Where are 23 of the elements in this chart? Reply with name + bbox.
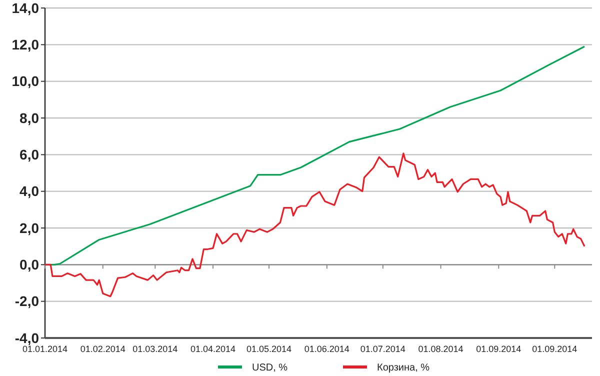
y-tick-label: 8,0 bbox=[20, 110, 40, 126]
y-tick-label: 4,0 bbox=[20, 183, 40, 200]
y-tick-label: -4,0 bbox=[14, 330, 40, 346]
legend-label: USD, % bbox=[252, 362, 288, 374]
x-tick-label: 01.02.2014 bbox=[80, 344, 126, 354]
y-tick-label: -2,0 bbox=[14, 293, 40, 310]
x-tick-label: 01.09.2014 bbox=[476, 344, 522, 354]
x-tick-label: 01.09.2014 bbox=[532, 344, 578, 354]
x-tick-label: 01.07.2014 bbox=[360, 344, 406, 354]
x-tick-label: 01.05.2014 bbox=[246, 344, 292, 354]
y-tick-label: 12,0 bbox=[12, 36, 40, 53]
y-tick-label: 6,0 bbox=[20, 146, 40, 163]
x-tick-label: 01.06.2014 bbox=[304, 344, 350, 354]
y-tick-label: 2,0 bbox=[20, 220, 40, 236]
line-series bbox=[44, 152, 586, 298]
x-tick-label: 01.01.2014 bbox=[22, 344, 68, 354]
x-tick-label: 01.03.2014 bbox=[132, 344, 178, 354]
x-tick-label: 01.08.2014 bbox=[418, 344, 464, 354]
y-tick-label: 10,0 bbox=[12, 73, 40, 90]
x-tick-label: 01.04.2014 bbox=[190, 344, 236, 354]
y-tick-label: 14,0 bbox=[12, 0, 40, 16]
y-tick-label: 0,0 bbox=[20, 256, 40, 273]
legend-label: Корзина, % bbox=[377, 362, 430, 374]
